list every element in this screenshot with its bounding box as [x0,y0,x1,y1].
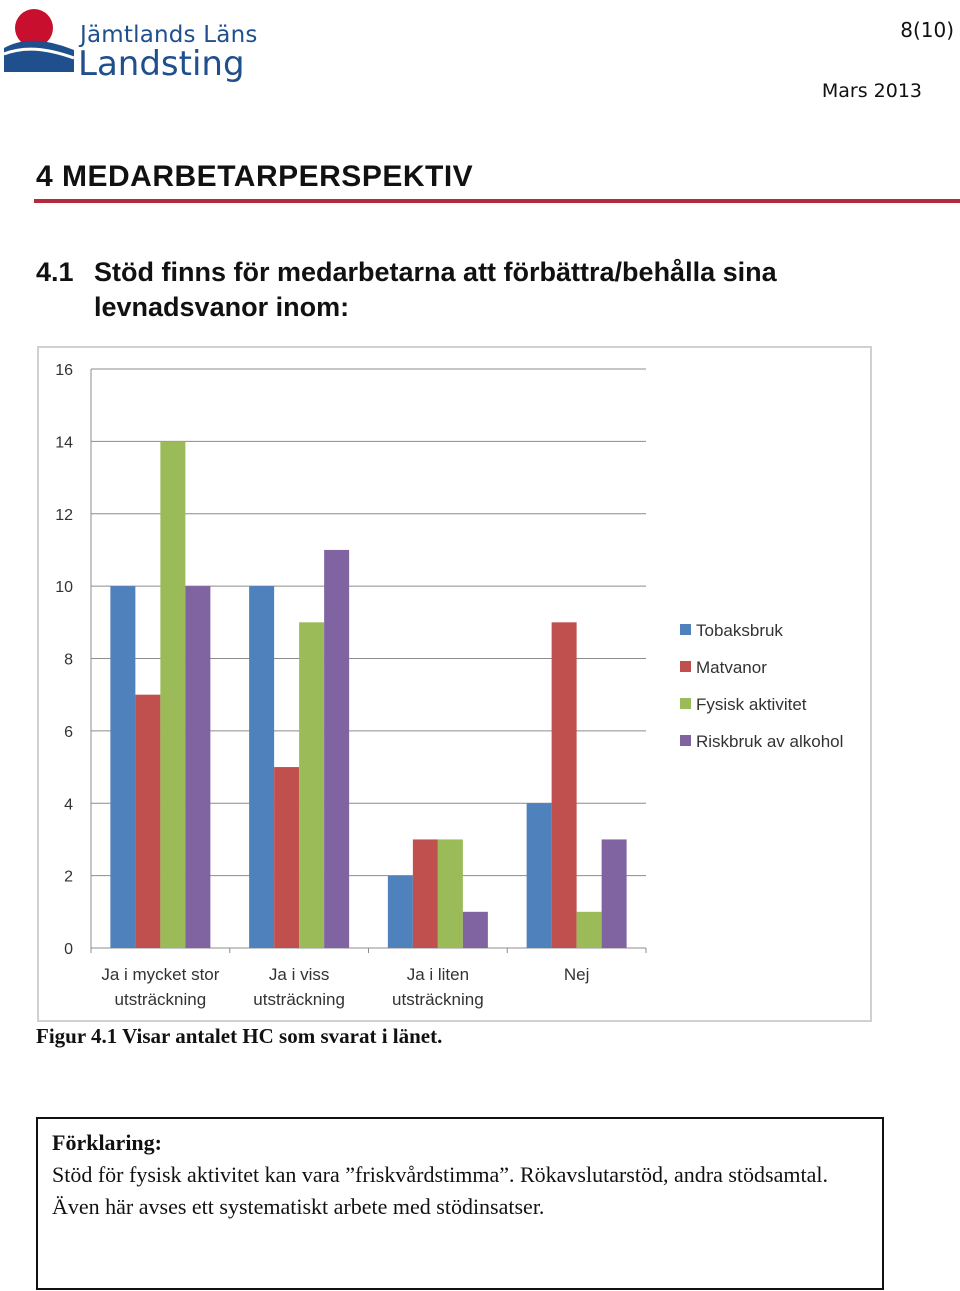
logo-text-line1: Jämtlands Läns [80,22,258,48]
figure-caption: Figur 4.1 Visar antalet HC som svarat i … [36,1024,443,1048]
bar-tobaksbruk [110,586,136,948]
x-category-label: utsträckning [392,990,484,1009]
legend-swatch [680,624,691,635]
y-tick-label: 0 [64,941,73,958]
section-heading: 4 MEDARBETARPERSPEKTIV [36,160,474,193]
chart-frame: 0 2 4 6 8 10 12 14 16 Ja i mycket stor utsträcknin… [37,346,872,1022]
x-category-label: Ja i viss [269,965,329,984]
bar-riskbruk-av-alkohol [601,839,627,948]
legend-swatch [680,661,691,672]
page-number: 8(10) [900,18,954,42]
heading-rule [34,199,960,203]
legend-label: Riskbruk av alkohol [696,732,843,751]
bar-fysisk-aktivitet [437,839,463,948]
explanation-box: Förklaring: Stöd för fysisk aktivitet ka… [36,1117,884,1290]
y-tick-label: 8 [64,652,73,669]
explanation-title: Förklaring: [52,1130,162,1155]
bar-fysisk-aktivitet [160,441,186,948]
bar-tobaksbruk [526,803,552,948]
bar-fysisk-aktivitet [299,622,325,948]
logo-text-line2: Landsting [78,44,245,84]
bar-matvanor [412,839,438,948]
bar-tobaksbruk [249,586,275,948]
document-date: Mars 2013 [821,80,922,102]
y-tick-label: 2 [64,869,73,886]
x-category-label: Nej [564,965,590,984]
bar-chart: 0 2 4 6 8 10 12 14 16 Ja i mycket stor utsträcknin… [55,362,843,1009]
organization-logo: Jämtlands Läns Landsting [4,6,257,84]
bar-fysisk-aktivitet [576,911,602,948]
y-tick-label: 10 [55,579,73,596]
legend-swatch [680,735,691,746]
y-tick-label: 14 [55,434,73,451]
x-category-label: utsträckning [253,990,345,1009]
bar-tobaksbruk [387,875,413,948]
bar-matvanor [551,622,577,948]
legend-label: Fysisk aktivitet [696,695,807,714]
explanation-body: Stöd för fysisk aktivitet kan vara ”fris… [52,1162,828,1219]
y-tick-label: 4 [64,796,73,813]
subsection-title: Stöd finns för medarbetarna att förbättr… [94,257,777,322]
logo-mark-icon [4,9,75,72]
y-tick-label: 16 [55,362,73,379]
bar-matvanor [274,767,300,948]
y-tick-label: 12 [55,507,73,524]
x-category-label: Ja i liten [407,965,469,984]
subsection-number: 4.1 [36,257,74,287]
legend-label: Matvanor [696,658,767,677]
legend-swatch [680,698,691,709]
bar-matvanor [135,694,161,948]
bar-riskbruk-av-alkohol [324,549,350,948]
bar-riskbruk-av-alkohol [462,911,488,948]
x-category-label: utsträckning [115,990,207,1009]
legend-label: Tobaksbruk [696,621,783,640]
x-category-label: Ja i mycket stor [101,965,219,984]
y-tick-label: 6 [64,724,73,741]
bar-riskbruk-av-alkohol [185,586,211,948]
